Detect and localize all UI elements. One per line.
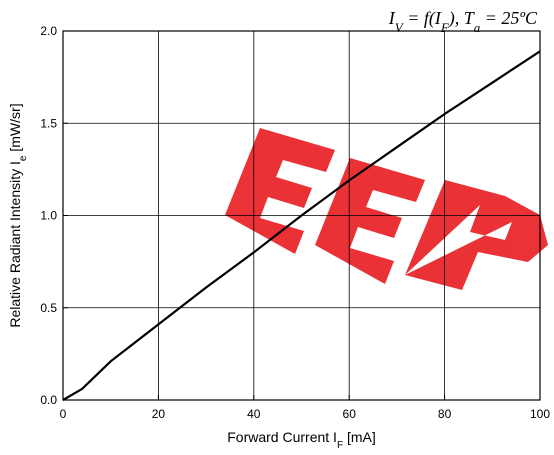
x-tick-label: 80 [438,407,452,421]
y-tick-label: 0.5 [40,301,57,315]
x-tick-label: 20 [152,407,166,421]
x-tick-label: 0 [60,407,67,421]
chart-annotation: IV = f(IF), Ta = 25ºC [388,8,538,35]
y-tick-label: 1.0 [40,209,57,223]
x-tick-label: 100 [530,407,550,421]
x-tick-label: 60 [343,407,357,421]
y-axis-ticks: 0.0 0.5 1.0 1.5 2.0 [40,24,68,407]
y-tick-label: 1.5 [40,116,57,130]
watermark [225,128,548,290]
x-axis-label: Forward Current IF [mA] [227,429,376,451]
y-tick-label: 2.0 [40,24,57,38]
series-line [62,50,541,401]
x-tick-label: 40 [247,407,261,421]
y-tick-label: 0.0 [40,393,57,407]
x-axis-ticks: 0 20 40 60 80 100 [60,395,550,421]
y-axis-label: Relative Radiant Intensity Ie [mW/sr] [7,103,29,327]
